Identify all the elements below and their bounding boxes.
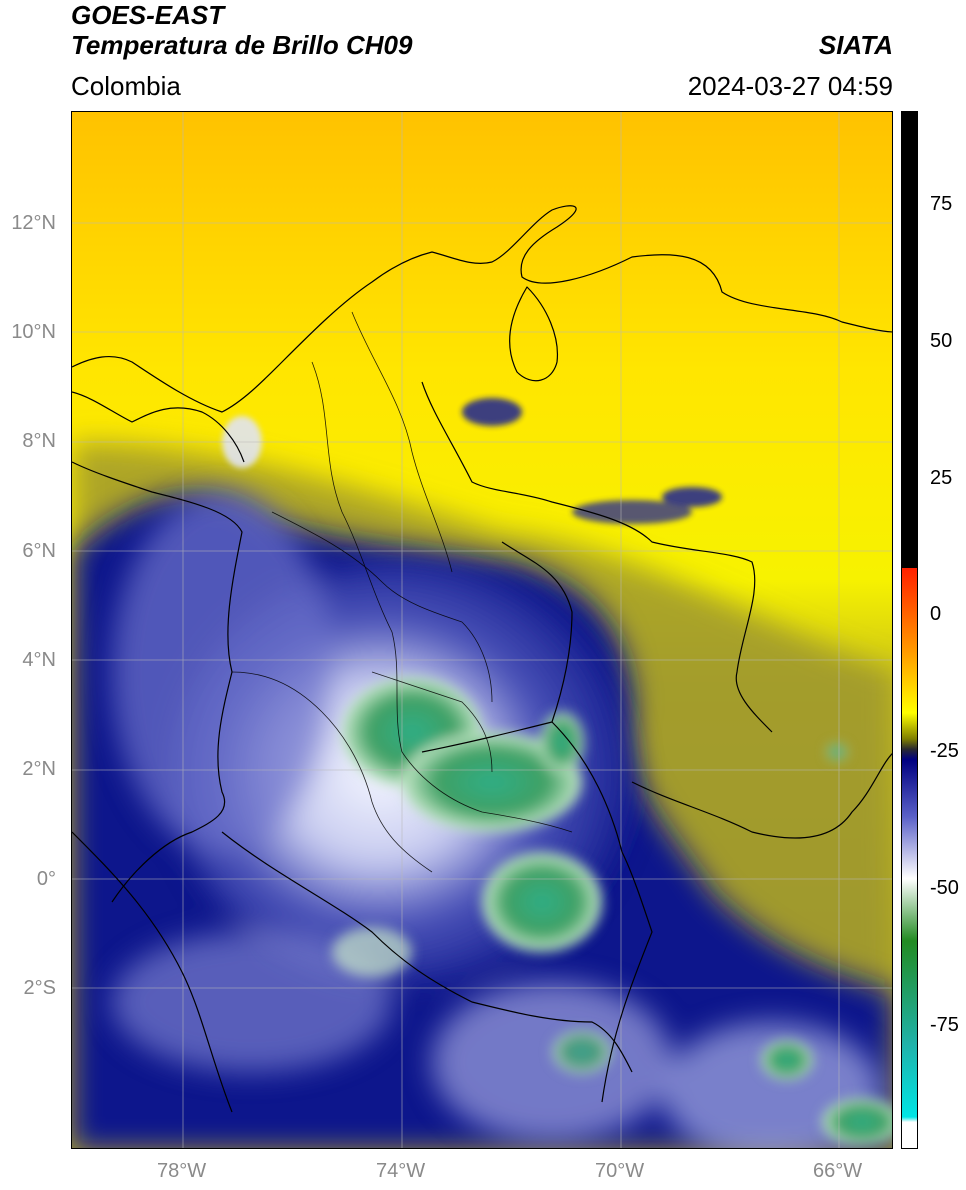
region-label: Colombia (71, 71, 181, 101)
lon-label-78w: 78°W (157, 1160, 207, 1182)
agency-label: SIATA (818, 30, 893, 60)
lat-label-12n: 12°N (11, 212, 56, 234)
lat-label-2s: 2°S (23, 977, 56, 999)
colorbar-tick-minus75: -75 (930, 1014, 959, 1036)
lat-label-6n: 6°N (22, 540, 56, 562)
temperature-colorbar (901, 111, 918, 1149)
lon-label-66w: 66°W (813, 1160, 863, 1182)
map-image (72, 112, 892, 1148)
lon-label-74w: 74°W (376, 1160, 426, 1182)
satellite-map (71, 111, 893, 1149)
satellite-title: GOES-EAST (71, 0, 225, 30)
colorbar-tick-75: 75 (930, 193, 953, 215)
lat-label-10n: 10°N (11, 321, 56, 343)
colorbar-tick-50: 50 (930, 330, 953, 352)
lat-label-8n: 8°N (22, 430, 56, 452)
colorbar-tick-0: 0 (930, 603, 942, 625)
lon-label-70w: 70°W (595, 1160, 645, 1182)
colorbar-tick-minus25: -25 (930, 740, 959, 762)
colorbar-tick-25: 25 (930, 467, 953, 489)
timestamp-label: 2024-03-27 04:59 (687, 71, 893, 101)
colorbar-tick-minus50: -50 (930, 877, 959, 899)
lat-label-2n: 2°N (22, 758, 56, 780)
lat-label-4n: 4°N (22, 649, 56, 671)
product-title: Temperatura de Brillo CH09 (71, 30, 413, 60)
lat-label-0: 0° (36, 868, 56, 890)
